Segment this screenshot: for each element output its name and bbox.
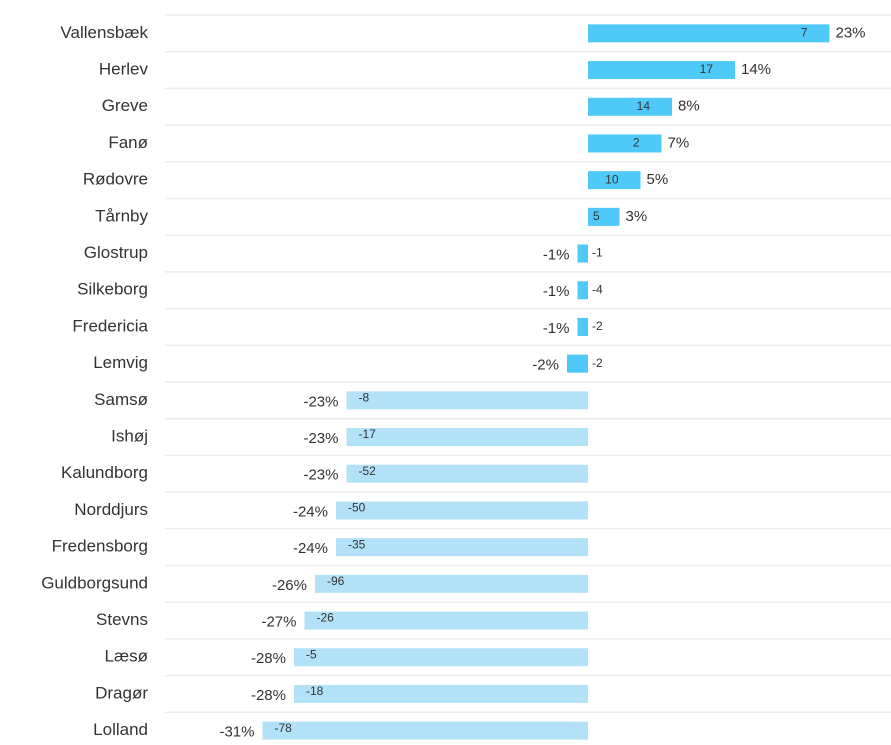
value-label: -2% — [532, 357, 559, 374]
count-label: -4 — [592, 282, 603, 296]
count-label: -18 — [306, 684, 324, 698]
category-label: Guldborgsund — [41, 573, 148, 592]
count-label: -52 — [359, 464, 377, 478]
category-label: Fanø — [108, 133, 148, 152]
value-label: -28% — [251, 687, 286, 704]
count-label: 14 — [637, 99, 651, 113]
value-label: -23% — [303, 467, 338, 484]
category-label: Rødovre — [83, 170, 148, 189]
bar — [346, 428, 588, 447]
value-label: -27% — [261, 614, 296, 631]
count-label: -78 — [275, 721, 293, 735]
bar — [577, 281, 588, 300]
count-label: -96 — [327, 574, 345, 588]
category-label: Ishøj — [111, 427, 148, 446]
value-label: -28% — [251, 650, 286, 667]
count-label: 2 — [633, 136, 640, 150]
category-label: Silkeborg — [77, 280, 148, 299]
count-label: 5 — [593, 209, 600, 223]
value-label: 3% — [626, 208, 648, 225]
bar — [336, 501, 588, 520]
bar — [315, 574, 588, 593]
category-label: Vallensbæk — [60, 23, 148, 42]
bar — [336, 538, 588, 557]
value-label: 8% — [678, 98, 700, 115]
bar — [577, 244, 588, 263]
value-label: -24% — [293, 540, 328, 557]
bar — [588, 207, 620, 226]
value-label: 7% — [668, 134, 690, 151]
value-label: 14% — [741, 61, 771, 78]
bar — [294, 684, 588, 703]
category-label: Dragør — [95, 683, 148, 702]
category-label: Kalundborg — [61, 463, 148, 482]
value-label: -1% — [543, 283, 570, 300]
category-label: Tårnby — [95, 206, 148, 225]
count-label: -5 — [306, 647, 317, 661]
bar — [588, 171, 641, 190]
count-label: -2 — [592, 319, 603, 333]
value-label: -23% — [303, 430, 338, 447]
bar — [294, 648, 588, 667]
count-label: -1 — [592, 246, 603, 260]
bar — [588, 24, 830, 43]
value-label: -26% — [272, 577, 307, 594]
value-label: -1% — [543, 247, 570, 264]
count-label: -50 — [348, 501, 366, 515]
category-label: Herlev — [99, 60, 149, 79]
count-label: -2 — [592, 356, 603, 370]
bar — [588, 97, 672, 116]
count-label: 17 — [700, 62, 714, 76]
value-label: -31% — [219, 724, 254, 740]
category-label: Fredensborg — [52, 537, 148, 556]
bar — [567, 354, 588, 373]
bar — [262, 721, 588, 740]
value-label: 23% — [836, 24, 866, 41]
count-label: -35 — [348, 537, 366, 551]
category-label: Lolland — [93, 720, 148, 739]
category-label: Stevns — [96, 610, 148, 629]
count-label: -8 — [359, 391, 370, 405]
bar — [346, 391, 588, 410]
bar — [577, 317, 588, 336]
count-label: -17 — [359, 427, 377, 441]
value-label: -1% — [543, 320, 570, 337]
category-label: Lemvig — [93, 353, 148, 372]
category-label: Samsø — [94, 390, 148, 409]
count-label: 7 — [801, 26, 808, 40]
bar — [588, 134, 662, 153]
bar — [304, 611, 588, 630]
category-label: Læsø — [105, 647, 148, 666]
category-label: Fredericia — [72, 316, 148, 335]
bar — [346, 464, 588, 483]
value-label: -23% — [303, 393, 338, 410]
category-label: Glostrup — [84, 243, 148, 262]
count-label: -26 — [317, 611, 335, 625]
category-label: Greve — [102, 96, 148, 115]
value-label: -24% — [293, 503, 328, 520]
category-label: Norddjurs — [74, 500, 148, 519]
value-label: 5% — [647, 171, 669, 188]
bar — [588, 61, 735, 80]
count-label: 10 — [605, 172, 619, 186]
